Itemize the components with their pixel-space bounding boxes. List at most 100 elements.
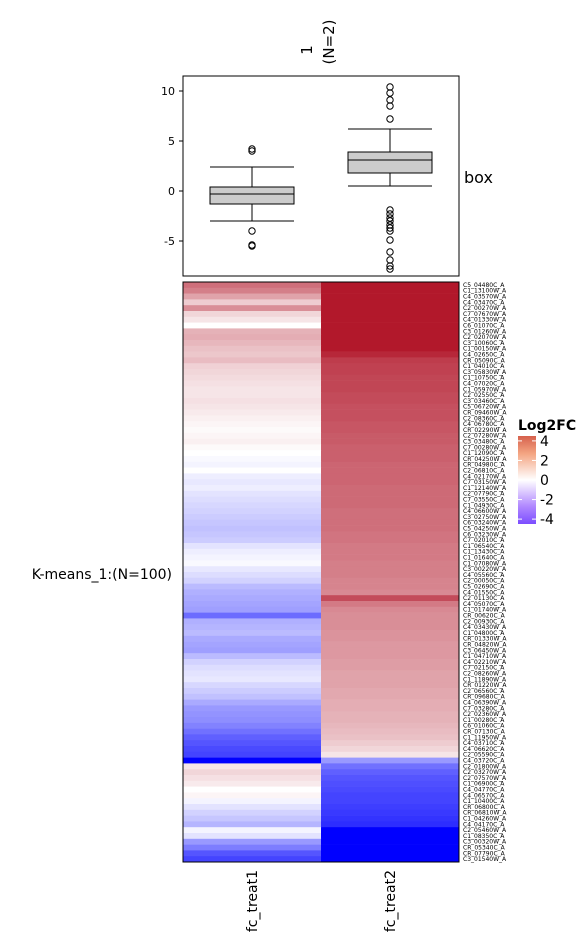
row-name-label: C2_06810C_A — [463, 468, 505, 475]
heatmap-row-names: C5_04480C_AC1_13100W_AC4_03570W_AC4_0347… — [463, 282, 507, 863]
outlier-point — [386, 214, 394, 222]
row-name-label: C5_04480C_A — [463, 282, 505, 289]
row-name-label: C1_04710W_A — [463, 653, 507, 660]
heatmap-cell — [183, 804, 322, 811]
row-name-label: C7_03550C_A — [463, 497, 505, 504]
row-name-label: C4_01550C_A — [463, 589, 505, 596]
row-name-label: C5_06720W_A — [463, 404, 507, 411]
heatmap-cell — [183, 398, 322, 405]
color-legend: Log2FC 4 2 0 -2 -4 — [518, 418, 576, 528]
row-name-label: CR_09460W_A — [463, 410, 507, 417]
heatmap-cell — [183, 827, 322, 834]
heatmap-cell — [321, 769, 460, 776]
row-name-label: C1_13100W_A — [463, 288, 507, 295]
heatmap-cell — [183, 705, 322, 712]
row-name-label: C2_07570W_A — [463, 775, 507, 782]
heatmap-cell — [183, 815, 322, 822]
heatmap-cell — [321, 311, 460, 318]
outlier-point — [386, 248, 394, 256]
row-name-label: C1_01640C_A — [463, 555, 505, 562]
row-name-label: C2_00050C_A — [463, 578, 505, 585]
heatmap-cell — [183, 456, 322, 463]
boxplot-frame — [182, 75, 460, 277]
boxplot-panel: 10 5 0 -5 box — [161, 75, 493, 277]
row-name-label: C4_02210W_A — [463, 659, 507, 666]
legend-tick-label: 2 — [540, 453, 549, 469]
heatmap-cell — [321, 601, 460, 608]
y-tick-label: -5 — [164, 235, 175, 248]
row-name-label: C4_02650C_A — [463, 352, 505, 359]
row-name-label: C3_02750W_A — [463, 514, 507, 521]
heatmap-cell — [183, 763, 322, 770]
row-name-label: CR_09680C_A — [463, 694, 506, 701]
heatmap-cell — [183, 577, 322, 584]
heatmap-cell — [321, 618, 460, 625]
heatmap-cell — [321, 693, 460, 700]
row-name-label: C4_03430W_A — [463, 624, 507, 631]
heatmap-cell — [321, 340, 460, 347]
heatmap-cell — [183, 601, 322, 608]
heatmap-cell — [321, 490, 460, 497]
heatmap-cell — [321, 606, 460, 613]
row-name-label: C4_03570W_A — [463, 294, 507, 301]
outlier-point — [248, 145, 256, 153]
heatmap-cell — [321, 409, 460, 416]
heatmap-cell — [321, 775, 460, 782]
row-name-label: C4_06620C_A — [463, 746, 505, 753]
heatmap-cell — [321, 519, 460, 526]
row-name-label: C7_03280C_A — [463, 705, 505, 712]
outlier-point — [386, 206, 394, 214]
heatmap-cell — [321, 728, 460, 735]
heatmap-cell — [183, 415, 322, 422]
heatmap-cell — [321, 676, 460, 683]
heatmap-cell — [183, 287, 322, 294]
row-name-label: C1_07080W_A — [463, 560, 507, 567]
heatmap-cell — [321, 427, 460, 434]
row-name-label: C7_02150C_A — [463, 665, 505, 672]
row-name-label: CR_07790C_A — [463, 850, 506, 857]
heatmap-cell — [321, 688, 460, 695]
heatmap-cell — [321, 659, 460, 666]
heatmap-cell — [321, 717, 460, 724]
heatmap-cell — [183, 479, 322, 486]
heatmap-cell — [321, 572, 460, 579]
row-name-label: C7_00280W_A — [463, 444, 507, 451]
row-name-label: C6_03230W_A — [463, 531, 507, 538]
heatmap-cell — [321, 502, 460, 509]
row-name-label: C4_01330W_A — [463, 317, 507, 324]
row-name-label: C2_05590C_A — [463, 752, 505, 759]
row-name-label: C2_01130C_A — [463, 595, 505, 602]
heatmap-cell — [183, 461, 322, 468]
heatmap-cell — [183, 798, 322, 805]
row-name-label: C2_06560C_A — [463, 688, 505, 695]
heatmap-cell — [183, 717, 322, 724]
heatmap-cell — [321, 833, 460, 840]
heatmap-cell — [321, 328, 460, 335]
heatmap-cell — [183, 386, 322, 393]
row-name-label: CR_04820W_A — [463, 642, 507, 649]
heatmap-cell — [321, 804, 460, 811]
heatmap-cell — [183, 328, 322, 335]
y-tick-label: 0 — [168, 185, 175, 198]
heatmap-cell — [321, 374, 460, 381]
heatmap-cell — [183, 624, 322, 631]
row-name-label: C1_10400C_A — [463, 798, 505, 805]
heatmap-cell — [183, 514, 322, 521]
row-name-label: C1_05970W_A — [463, 386, 507, 393]
row-name-label: C2_01800W_A — [463, 763, 507, 770]
heatmap-row-group-label: K-means_1:(N=100) — [32, 567, 172, 583]
heatmap-cell — [321, 421, 460, 428]
heatmap-cell — [321, 316, 460, 323]
row-name-label: C5_04250W_A — [463, 526, 507, 533]
heatmap-cell — [321, 293, 460, 300]
heatmap-cell — [321, 577, 460, 584]
column-name-label: fc_treat1 — [245, 870, 261, 932]
row-name-label: C2_00930C_A — [463, 618, 505, 625]
heatmap-cell — [321, 537, 460, 544]
heatmap-cell — [183, 792, 322, 799]
outlier-point — [386, 217, 394, 225]
outlier-point — [248, 147, 256, 155]
row-name-label: C7_07670W_A — [463, 311, 507, 318]
heatmap-cell — [183, 664, 322, 671]
row-name-label: C1_06540C_A — [463, 543, 505, 550]
